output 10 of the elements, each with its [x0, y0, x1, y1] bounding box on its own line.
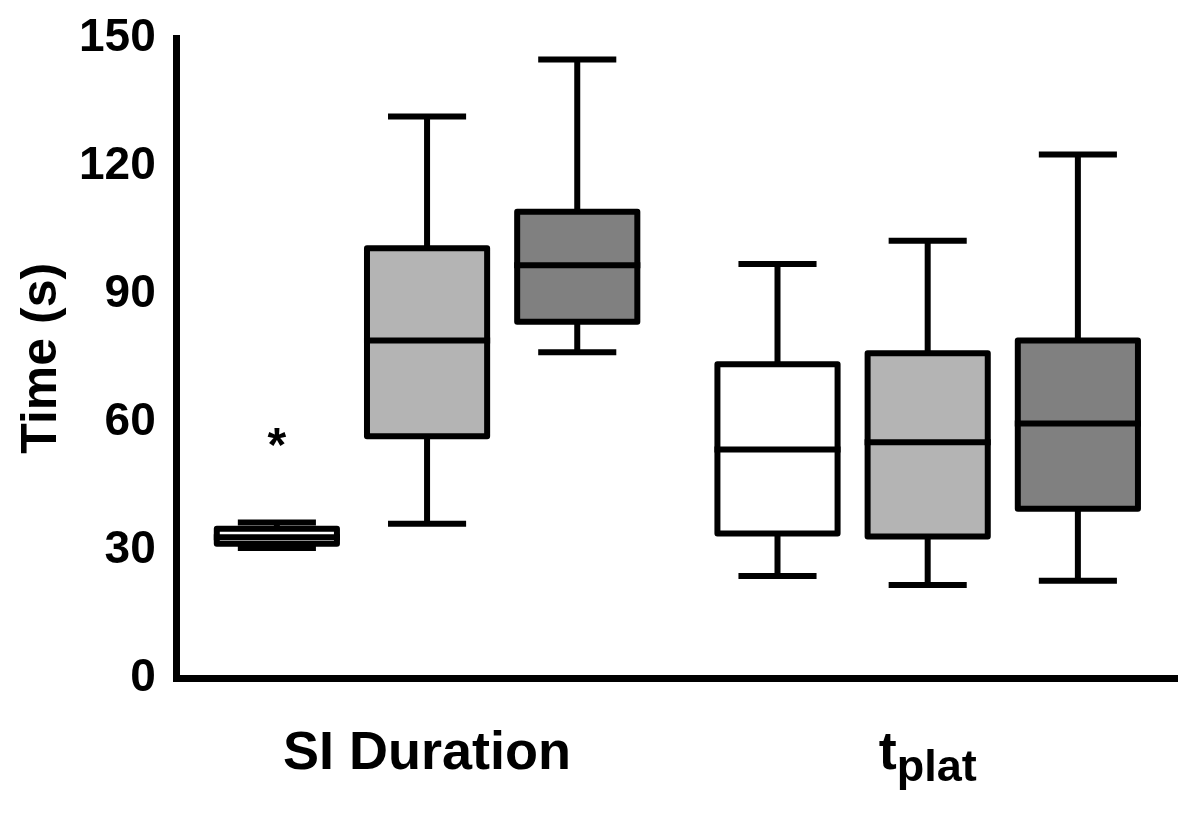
y-tick-label: 30 [104, 520, 156, 573]
x-tick-label: SI Duration [282, 719, 573, 782]
y-tick-label: 150 [79, 9, 156, 62]
x-tick-label: t$_{plat}$ [877, 719, 978, 793]
y-tick-label: 120 [79, 137, 156, 190]
annotation: * [267, 417, 287, 471]
y-tick-label: 0 [130, 648, 156, 701]
y-axis-title: Time (s) [10, 262, 67, 454]
y-tick-label: 90 [104, 265, 156, 318]
y-tick-label: 60 [104, 392, 156, 445]
